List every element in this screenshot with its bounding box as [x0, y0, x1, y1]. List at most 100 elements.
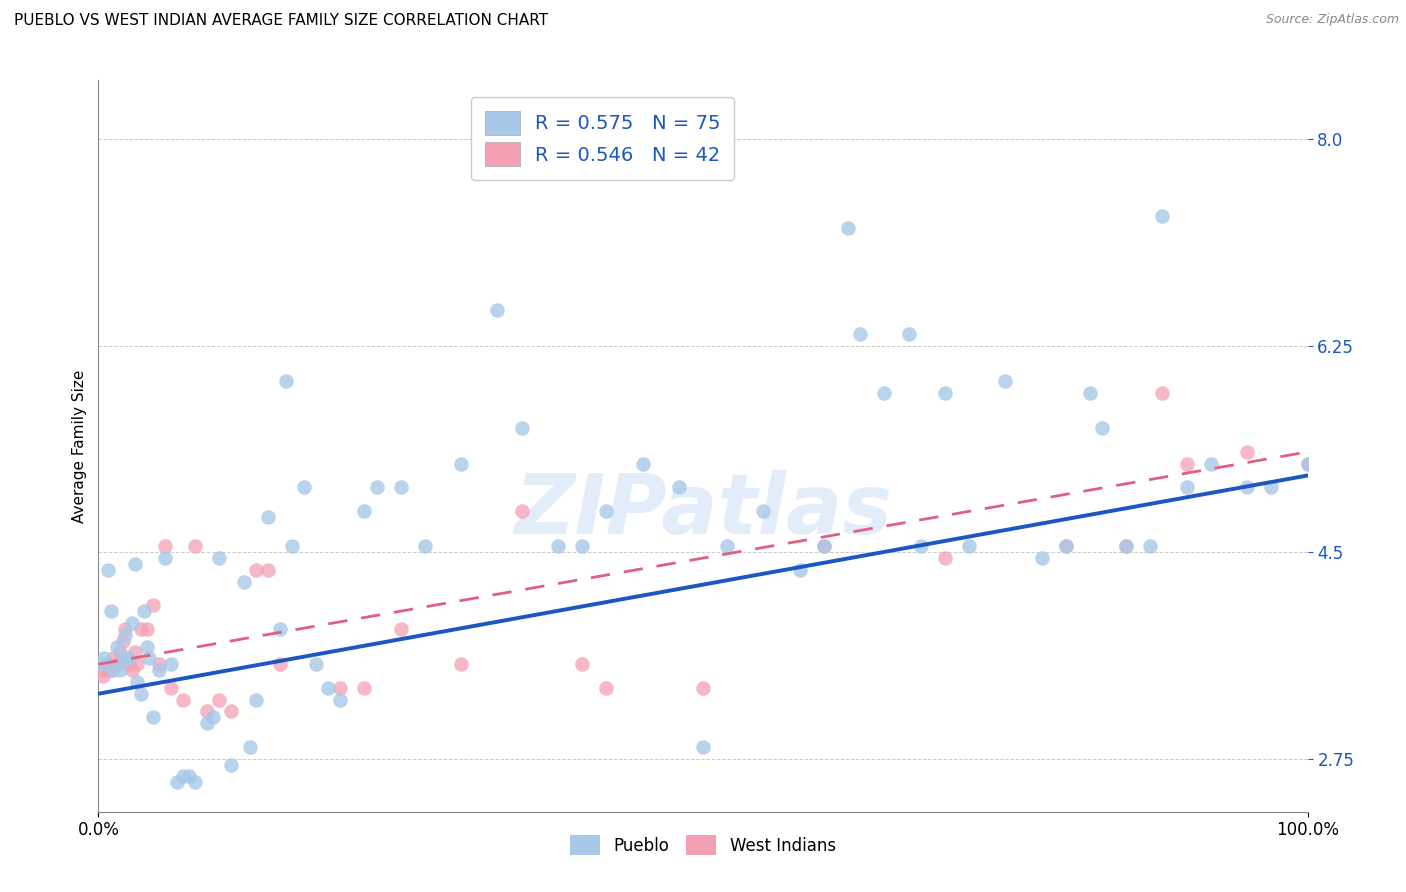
Point	[111, 651, 134, 665]
Point	[118, 657, 141, 672]
Point	[1115, 539, 1137, 553]
Point	[142, 599, 165, 613]
Point	[121, 663, 143, 677]
Point	[94, 663, 117, 677]
Point	[450, 657, 472, 672]
Point	[329, 692, 352, 706]
Point	[281, 539, 304, 553]
Point	[316, 681, 339, 695]
Point	[366, 480, 388, 494]
Point	[148, 657, 170, 672]
Point	[124, 645, 146, 659]
Point	[97, 563, 120, 577]
Point	[934, 551, 956, 566]
Point	[1054, 539, 1077, 553]
Point	[269, 622, 291, 636]
Point	[1175, 480, 1198, 494]
Point	[1139, 539, 1161, 553]
Point	[108, 645, 131, 659]
Point	[668, 480, 690, 494]
Point	[789, 563, 811, 577]
Point	[486, 303, 509, 318]
Point	[108, 663, 131, 677]
Point	[1152, 385, 1174, 400]
Point	[571, 657, 593, 672]
Point	[1236, 445, 1258, 459]
Point	[849, 326, 872, 341]
Point	[813, 539, 835, 553]
Point	[114, 628, 136, 642]
Point	[1152, 209, 1174, 223]
Point	[1031, 551, 1053, 566]
Point	[245, 692, 267, 706]
Point	[134, 604, 156, 618]
Point	[873, 385, 896, 400]
Point	[353, 681, 375, 695]
Text: Source: ZipAtlas.com: Source: ZipAtlas.com	[1265, 13, 1399, 27]
Point	[274, 374, 297, 388]
Point	[101, 663, 124, 677]
Point	[184, 775, 207, 789]
Point	[994, 374, 1017, 388]
Point	[1236, 480, 1258, 494]
Point	[1091, 421, 1114, 435]
Point	[292, 480, 315, 494]
Point	[631, 457, 654, 471]
Text: ZIPatlas: ZIPatlas	[515, 470, 891, 551]
Point	[221, 705, 243, 719]
Legend: Pueblo, West Indians: Pueblo, West Indians	[564, 829, 842, 862]
Point	[100, 663, 122, 677]
Point	[510, 421, 533, 435]
Point	[716, 539, 738, 553]
Point	[93, 651, 115, 665]
Point	[571, 539, 593, 553]
Point	[91, 657, 114, 672]
Point	[1296, 457, 1319, 471]
Point	[256, 563, 278, 577]
Point	[142, 710, 165, 724]
Point	[450, 457, 472, 471]
Point	[1260, 480, 1282, 494]
Point	[172, 692, 194, 706]
Point	[221, 757, 243, 772]
Point	[195, 716, 218, 731]
Point	[1054, 539, 1077, 553]
Point	[138, 651, 160, 665]
Point	[118, 651, 141, 665]
Point	[91, 669, 114, 683]
Point	[208, 551, 231, 566]
Point	[105, 657, 128, 672]
Point	[172, 769, 194, 783]
Point	[127, 657, 149, 672]
Point	[329, 681, 352, 695]
Point	[160, 681, 183, 695]
Point	[692, 739, 714, 754]
Point	[413, 539, 436, 553]
Point	[160, 657, 183, 672]
Point	[813, 539, 835, 553]
Point	[111, 633, 134, 648]
Point	[595, 681, 617, 695]
Point	[121, 615, 143, 630]
Point	[910, 539, 932, 553]
Point	[202, 710, 225, 724]
Point	[129, 622, 152, 636]
Point	[752, 504, 775, 518]
Point	[256, 509, 278, 524]
Point	[547, 539, 569, 553]
Point	[101, 651, 124, 665]
Point	[837, 220, 859, 235]
Point	[129, 687, 152, 701]
Point	[184, 539, 207, 553]
Point	[179, 769, 201, 783]
Text: PUEBLO VS WEST INDIAN AVERAGE FAMILY SIZE CORRELATION CHART: PUEBLO VS WEST INDIAN AVERAGE FAMILY SIZ…	[14, 13, 548, 29]
Point	[153, 551, 176, 566]
Point	[232, 574, 254, 589]
Point	[114, 622, 136, 636]
Y-axis label: Average Family Size: Average Family Size	[72, 369, 87, 523]
Point	[166, 775, 188, 789]
Point	[934, 385, 956, 400]
Point	[127, 675, 149, 690]
Point	[135, 622, 157, 636]
Point	[595, 504, 617, 518]
